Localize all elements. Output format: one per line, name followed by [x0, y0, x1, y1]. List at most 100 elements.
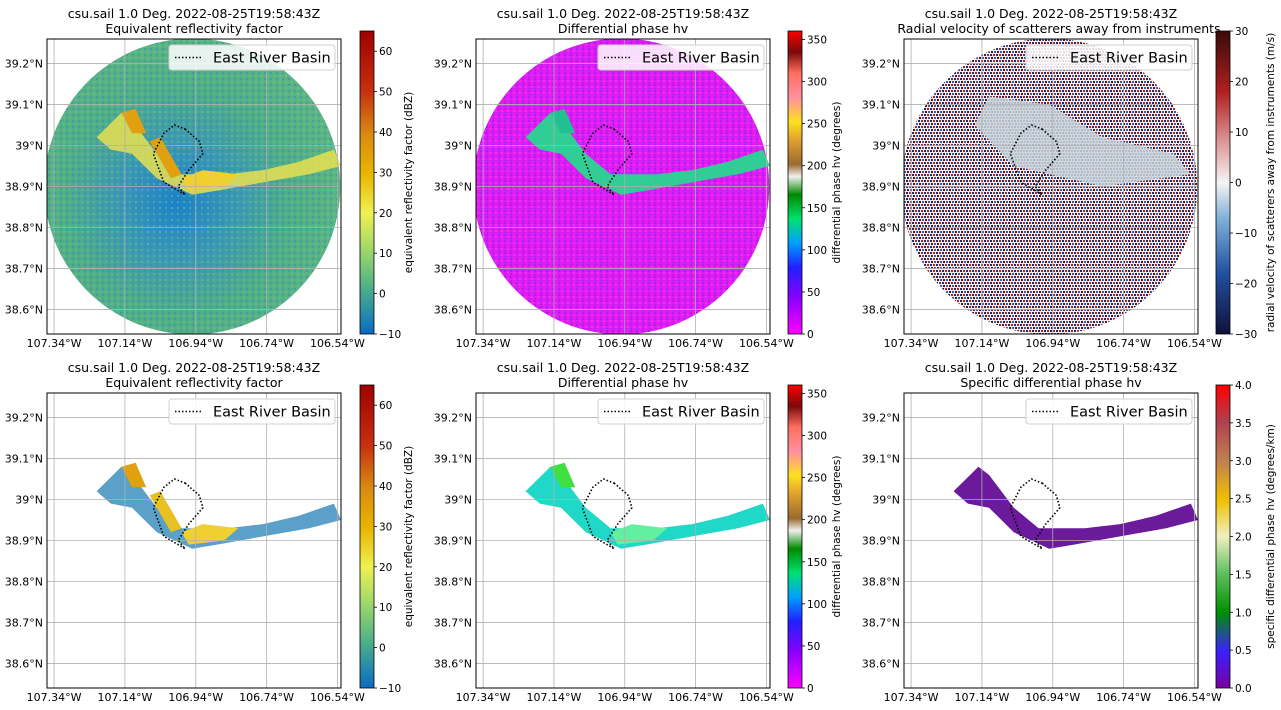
- y-tick-label: 39.2°N: [5, 58, 43, 71]
- y-tick-label: 39°N: [444, 140, 472, 153]
- colorbar-tick-label: 100: [807, 599, 827, 611]
- colorbar-tick-label: 1.0: [1235, 607, 1252, 619]
- panel-subtitle: Specific differential phase hv: [960, 375, 1142, 390]
- y-tick-label: 39.2°N: [5, 412, 43, 425]
- colorbar-tick-label: 60: [379, 46, 392, 58]
- colorbar-tick-label: 50: [807, 287, 820, 299]
- colorbar-tick-label: 1.5: [1235, 569, 1252, 581]
- plot-area: [476, 39, 770, 334]
- colorbar-tick-label: 200: [807, 161, 827, 173]
- colorbar-tick-label: 50: [807, 641, 820, 653]
- y-tick-label: 38.7°N: [862, 262, 900, 275]
- colorbar-tick-label: 0: [807, 329, 814, 341]
- panel-6: csu.sail 1.0 Deg. 2022-08-25T19:58:43ZSp…: [862, 360, 1277, 704]
- colorbar-tick-label: 200: [807, 515, 827, 527]
- legend-box: [597, 398, 765, 425]
- x-tick-label: 106.94°W: [597, 691, 652, 704]
- x-tick-label: 107.14°W: [526, 337, 581, 350]
- panel-3: csu.sail 1.0 Deg. 2022-08-25T19:58:43ZRa…: [862, 6, 1277, 350]
- echo-core: [149, 137, 182, 179]
- legend-label: East River Basin: [642, 51, 760, 67]
- x-tick-label: 106.54°W: [310, 691, 365, 704]
- y-tick-label: 38.7°N: [5, 262, 43, 275]
- colorbar-tick-label: −10: [379, 329, 401, 341]
- colorbar: [359, 384, 375, 689]
- x-tick-label: 107.34°W: [456, 337, 511, 350]
- legend-box: [168, 44, 336, 71]
- y-tick-label: 39.2°N: [862, 412, 900, 425]
- colorbar: [1215, 384, 1231, 689]
- y-tick-label: 38.6°N: [5, 303, 43, 316]
- y-tick-label: 38.9°N: [5, 181, 43, 194]
- y-tick-label: 39.1°N: [5, 453, 43, 466]
- x-tick-label: 106.94°W: [1025, 691, 1080, 704]
- colorbar-tick-label: 3.5: [1235, 418, 1252, 430]
- echo-core: [149, 491, 182, 533]
- x-tick-label: 107.34°W: [27, 337, 82, 350]
- colorbar-label: radial velocity of scatterers away from …: [1265, 33, 1277, 333]
- colorbar-tick-label: 30: [1235, 26, 1248, 38]
- colorbar-tick-label: 50: [379, 87, 392, 99]
- y-tick-label: 38.9°N: [434, 181, 472, 194]
- echo-core: [550, 462, 576, 488]
- y-tick-label: 39.1°N: [862, 99, 900, 112]
- colorbar-tick-label: −20: [1235, 279, 1257, 291]
- plot-frame: [46, 38, 342, 335]
- x-tick-label: 106.74°W: [668, 337, 723, 350]
- colorbar-tick-label: 3.0: [1235, 456, 1252, 468]
- x-tick-label: 107.14°W: [954, 691, 1009, 704]
- panel-5: csu.sail 1.0 Deg. 2022-08-25T19:58:43ZDi…: [434, 360, 843, 704]
- plot-frame: [903, 38, 1199, 335]
- panel-title: csu.sail 1.0 Deg. 2022-08-25T19:58:43Z: [497, 6, 749, 21]
- colorbar-tick-label: 300: [807, 77, 827, 89]
- y-tick-label: 39.1°N: [434, 99, 472, 112]
- panel-title: csu.sail 1.0 Deg. 2022-08-25T19:58:43Z: [68, 360, 320, 375]
- colorbar-tick-label: 350: [807, 34, 827, 46]
- colorbar-tick-label: 50: [379, 441, 392, 453]
- x-tick-label: 107.14°W: [97, 691, 152, 704]
- y-tick-label: 38.6°N: [862, 303, 900, 316]
- colorbar-tick-label: 2.5: [1235, 494, 1252, 506]
- x-tick-label: 107.14°W: [97, 337, 152, 350]
- echo-band: [974, 96, 1191, 187]
- plot-frame: [475, 392, 771, 689]
- colorbar-tick-label: 0: [807, 683, 814, 695]
- y-tick-label: 39.2°N: [434, 58, 472, 71]
- colorbar-tick-label: 150: [807, 203, 827, 215]
- colorbar-tick-label: −10: [1235, 228, 1257, 240]
- y-tick-label: 39.1°N: [862, 453, 900, 466]
- colorbar-tick-label: 250: [807, 119, 827, 131]
- y-tick-label: 39.1°N: [434, 453, 472, 466]
- y-tick-label: 38.9°N: [434, 535, 472, 548]
- colorbar: [787, 30, 803, 335]
- x-tick-label: 106.54°W: [739, 691, 794, 704]
- x-tick-label: 106.54°W: [1167, 337, 1222, 350]
- colorbar-label: differential phase hv (degrees): [831, 102, 843, 264]
- x-tick-label: 107.14°W: [954, 337, 1009, 350]
- panel-subtitle: Radial velocity of scatterers away from …: [897, 21, 1220, 36]
- colorbar-label: differential phase hv (degrees): [831, 456, 843, 618]
- x-tick-label: 107.14°W: [526, 691, 581, 704]
- panel-title: csu.sail 1.0 Deg. 2022-08-25T19:58:43Z: [497, 360, 749, 375]
- y-tick-label: 39°N: [872, 140, 900, 153]
- x-tick-label: 106.94°W: [168, 337, 223, 350]
- colorbar-tick-label: 10: [379, 248, 392, 260]
- x-tick-label: 106.54°W: [1167, 691, 1222, 704]
- x-tick-label: 106.94°W: [168, 691, 223, 704]
- x-tick-label: 107.34°W: [884, 691, 939, 704]
- colorbar-label: specific differential phase hv (degrees/…: [1265, 424, 1277, 649]
- panel-title: csu.sail 1.0 Deg. 2022-08-25T19:58:43Z: [925, 360, 1177, 375]
- x-tick-label: 107.34°W: [456, 691, 511, 704]
- colorbar-tick-label: 4.0: [1235, 380, 1252, 392]
- x-tick-label: 106.74°W: [239, 337, 294, 350]
- echo-band: [525, 466, 770, 549]
- legend-label: East River Basin: [213, 405, 331, 421]
- colorbar-tick-label: 0.0: [1235, 683, 1252, 695]
- panel-subtitle: Equivalent reflectivity factor: [105, 375, 283, 390]
- legend-box: [1025, 398, 1193, 425]
- panel-title: csu.sail 1.0 Deg. 2022-08-25T19:58:43Z: [68, 6, 320, 21]
- x-tick-label: 107.34°W: [884, 337, 939, 350]
- panel-4: csu.sail 1.0 Deg. 2022-08-25T19:58:43ZEq…: [5, 360, 415, 704]
- panel-subtitle: Differential phase hv: [558, 375, 689, 390]
- colorbar-tick-label: 0.5: [1235, 645, 1252, 657]
